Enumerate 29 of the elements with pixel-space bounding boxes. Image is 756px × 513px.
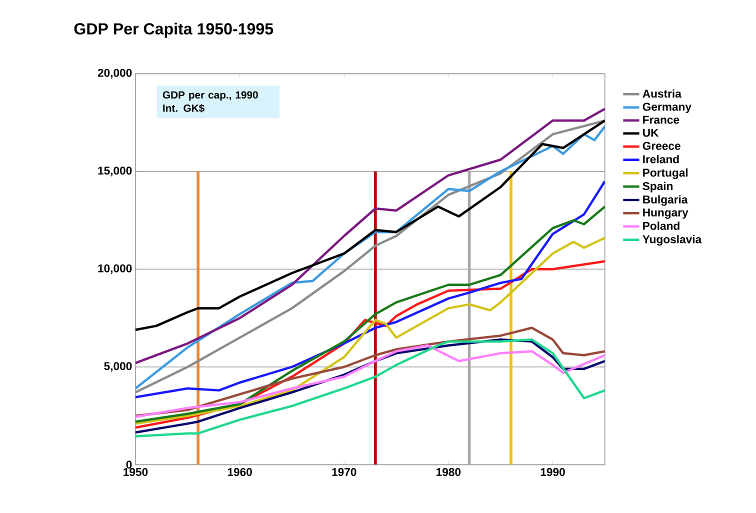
line-series [135, 344, 605, 418]
y-tick-label: 0 [126, 460, 132, 469]
legend-label: Poland [643, 222, 680, 230]
x-tick-label: 1980 [436, 468, 461, 476]
x-tick-label: 1960 [228, 468, 252, 476]
legend-label: UK [643, 128, 659, 137]
annotation: GDP per cap., 1990 Int. GK$ [162, 91, 258, 113]
legend-label: Austria [642, 89, 682, 98]
x-tick-label: 1950 [124, 468, 148, 476]
line-series [135, 180, 605, 398]
legend-label: Bulgaria [643, 195, 688, 206]
y-tick-label: 5,000 [104, 362, 132, 372]
legend-label: Greece [642, 142, 680, 150]
x-tick-label: 1990 [540, 468, 565, 476]
y-tick-label: 15,000 [98, 166, 132, 176]
x-tick-label: 1970 [332, 468, 356, 476]
legend-label: Hungary [643, 208, 688, 219]
y-tick-label: 20,000 [98, 68, 132, 79]
line-series [135, 326, 605, 418]
legend-label: Portugal [643, 168, 688, 180]
legend-label: Yugoslavia [642, 235, 702, 246]
legend-label: Spain [642, 182, 673, 192]
legend-label: Ireland [643, 155, 679, 164]
chart-title: GDP Per Capita 1950-1995 [74, 22, 274, 38]
legend-label: Germany [642, 102, 692, 114]
y-tick-label: 10,000 [98, 264, 132, 274]
line-series [135, 119, 605, 332]
line-series [135, 206, 605, 423]
legend-label: France [643, 116, 680, 124]
